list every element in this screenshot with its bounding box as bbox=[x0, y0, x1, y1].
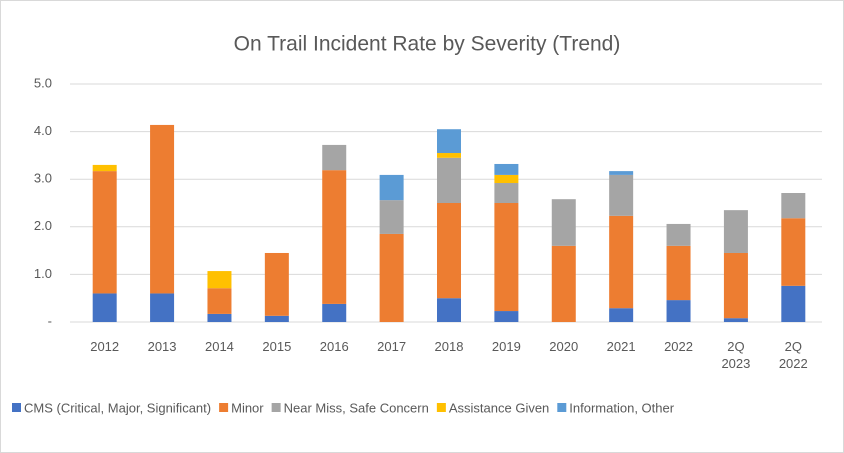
legend-label: Minor bbox=[231, 400, 264, 415]
bar-segment bbox=[723, 210, 748, 253]
bar-segment bbox=[264, 315, 289, 322]
bar-segment bbox=[264, 252, 289, 316]
legend-swatch bbox=[271, 403, 281, 412]
x-tick-label: 2019 bbox=[491, 339, 521, 354]
bar-segment bbox=[723, 318, 748, 322]
bar-segment bbox=[609, 215, 634, 309]
y-tick-label: 3.0 bbox=[34, 171, 52, 186]
x-tick-label: 2Q 2023 bbox=[721, 339, 751, 371]
y-tick-label: 5.0 bbox=[34, 75, 52, 90]
bar-segment bbox=[437, 203, 461, 299]
bar-segment bbox=[781, 285, 806, 322]
bar-segment bbox=[781, 193, 806, 219]
bar-segment bbox=[207, 288, 232, 314]
bar-segment bbox=[494, 311, 519, 322]
bar-segment bbox=[379, 174, 404, 201]
bar-segment bbox=[437, 157, 461, 203]
x-tick-label: 2021 bbox=[606, 339, 636, 354]
bar-segment bbox=[207, 313, 232, 322]
legend-label: Information, Other bbox=[569, 400, 674, 415]
bar-segment bbox=[322, 170, 347, 304]
bar-segment bbox=[666, 300, 691, 322]
legend-swatch bbox=[12, 403, 21, 412]
x-tick-label: 2020 bbox=[549, 339, 579, 354]
bar-segment bbox=[494, 203, 519, 312]
bar-segment bbox=[150, 124, 175, 294]
y-tick-label: 4.0 bbox=[34, 123, 52, 138]
legend-label: Near Miss, Safe Concern bbox=[284, 400, 429, 415]
bar-segment bbox=[609, 171, 634, 175]
x-tick-label: 2022 bbox=[664, 339, 693, 354]
x-tick-label: 2018 bbox=[434, 339, 464, 354]
legend-swatch bbox=[436, 403, 446, 412]
y-tick-label: 1.0 bbox=[34, 266, 52, 281]
bar-segment bbox=[92, 293, 117, 322]
legend-swatch bbox=[219, 403, 229, 412]
bar-segment bbox=[379, 200, 404, 234]
bar-segment bbox=[494, 174, 519, 184]
bar-segment bbox=[551, 245, 576, 322]
bar-segment bbox=[551, 199, 576, 246]
bar-segment bbox=[437, 129, 461, 154]
bar-segment bbox=[379, 233, 404, 322]
legend-swatch bbox=[557, 403, 567, 412]
bar-segment bbox=[666, 245, 691, 301]
bar-segment bbox=[723, 252, 748, 319]
bar-segment bbox=[437, 298, 461, 322]
x-tick-label: 2017 bbox=[377, 339, 407, 354]
bar-segment bbox=[92, 164, 117, 172]
legend-label: CMS (Critical, Major, Significant) bbox=[24, 400, 211, 415]
chart-title: On Trail Incident Rate by Severity (Tren… bbox=[234, 33, 621, 56]
bar-segment bbox=[207, 271, 232, 289]
bar-segment bbox=[494, 163, 519, 175]
bar-segment bbox=[609, 308, 634, 322]
x-tick-label: 2015 bbox=[262, 339, 292, 354]
bar-segment bbox=[494, 183, 519, 203]
bar-segment bbox=[322, 144, 347, 171]
bar-segment bbox=[92, 171, 117, 294]
x-tick-label: 2Q 2022 bbox=[778, 339, 808, 371]
x-tick-label: 2014 bbox=[204, 339, 234, 354]
bar-segment bbox=[437, 153, 461, 158]
bar-segment bbox=[150, 293, 175, 322]
bar-segment bbox=[781, 218, 806, 286]
legend-label: Assistance Given bbox=[449, 400, 549, 415]
x-tick-label: 2012 bbox=[90, 339, 120, 354]
bar-segment bbox=[666, 223, 691, 246]
x-tick-label: 2016 bbox=[319, 339, 349, 354]
x-tick-label: 2013 bbox=[147, 339, 177, 354]
y-tick-label: - bbox=[48, 313, 52, 328]
y-tick-label: 2.0 bbox=[34, 218, 52, 233]
bar-segment bbox=[609, 174, 634, 216]
bar-segment bbox=[322, 303, 347, 322]
